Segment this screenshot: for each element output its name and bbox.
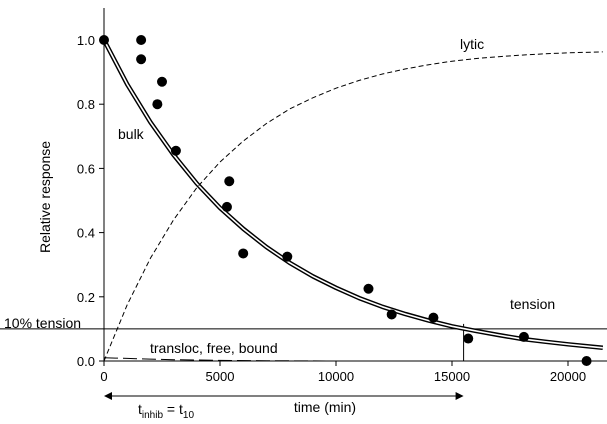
t-equals: = t: [163, 401, 183, 417]
data-point: [136, 35, 147, 45]
data-point: [224, 176, 235, 187]
y-tick-label: 0.6: [77, 161, 95, 176]
data-point: [581, 356, 592, 366]
data-point: [282, 251, 293, 262]
data-point: [136, 54, 147, 65]
y-tick-label: 0.0: [77, 354, 95, 369]
x-axis-label: time (min): [294, 399, 356, 415]
transloc-curve: [103, 357, 603, 362]
bulk-label: bulk: [118, 126, 145, 142]
ten-percent-tension-label: 10% tension: [4, 315, 81, 331]
curves: [102, 38, 604, 362]
transloc-label: transloc, free, bound: [150, 340, 278, 356]
data-point: [428, 312, 439, 323]
lytic-label: lytic: [460, 36, 484, 52]
t-sub-10: 10: [183, 410, 195, 421]
x-tick-label: 15000: [434, 369, 470, 384]
data-point: [386, 309, 397, 320]
tension-label: tension: [510, 296, 555, 312]
labels: Relative response time (min) bulk lytic …: [4, 36, 555, 421]
x-tick-label: 20000: [550, 369, 586, 384]
data-point: [99, 35, 109, 45]
data-point: [157, 76, 167, 87]
y-axis-label: Relative response: [37, 141, 53, 253]
data-point: [518, 331, 529, 342]
t-inhib-arrow-right-head: [455, 392, 464, 400]
data-point: [238, 248, 249, 259]
x-tick-label: 5000: [206, 369, 235, 384]
y-tick-label: 0.4: [77, 226, 95, 241]
data-point: [221, 201, 232, 212]
data-point: [152, 99, 163, 110]
x-tick-label: 10000: [318, 369, 354, 384]
y-tick-label: 1.0: [77, 33, 95, 48]
data-point: [463, 333, 474, 344]
t-sub-inhib: inhib: [142, 410, 164, 421]
bulk-curve-inner: [103, 39, 603, 349]
t-inhib-arrow-left-head: [104, 392, 112, 400]
lytic-curve: [103, 51, 603, 362]
axes: 0.0 0.2 0.4 0.6 0.8 1.0 0 5000 10000 15000 20000: [0, 8, 607, 400]
t-inhib-equals-t10-label: tinhib = t10: [138, 401, 194, 421]
data-points: [99, 35, 592, 366]
y-tick-label: 0.8: [77, 97, 95, 112]
data-point: [363, 283, 374, 294]
t-base: t: [138, 401, 142, 417]
x-tick-label: 0: [100, 369, 107, 384]
data-point: [170, 145, 181, 156]
y-tick-label: 0.2: [77, 290, 95, 305]
